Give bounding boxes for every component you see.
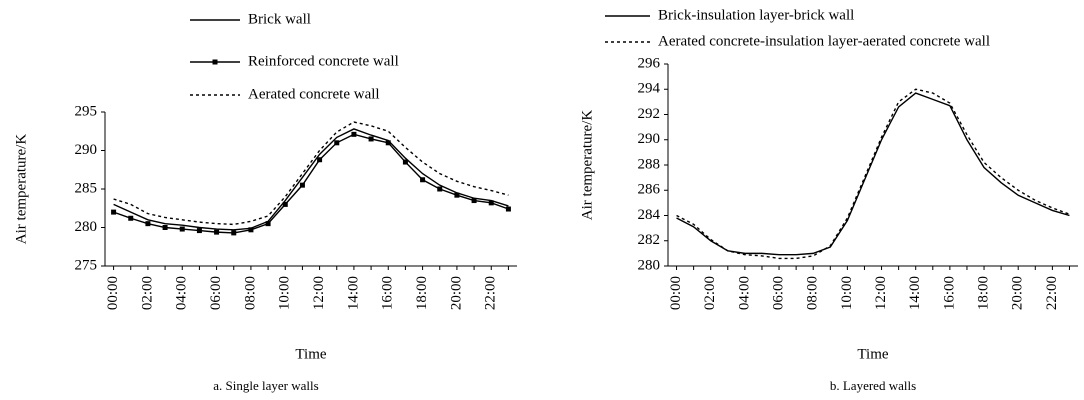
- marker: [162, 225, 168, 230]
- x-tick-label: 18:00: [975, 276, 991, 310]
- x-tick-label: 16:00: [380, 276, 396, 310]
- x-tick-label: 06:00: [770, 276, 786, 310]
- marker: [179, 226, 185, 232]
- x-tick-label: 22:00: [483, 276, 499, 310]
- y-tick-label: 284: [638, 207, 661, 223]
- legend-label: Brick-insulation layer-brick wall: [658, 7, 854, 23]
- marker: [231, 230, 237, 236]
- y-tick-label: 282: [638, 232, 661, 248]
- marker: [488, 200, 494, 206]
- x-tick-label: 00:00: [668, 276, 684, 310]
- x-tick-label: 00:00: [105, 276, 121, 310]
- x-tick-label: 16:00: [941, 276, 957, 310]
- marker: [420, 177, 426, 183]
- y-tick-label: 295: [75, 103, 98, 119]
- x-tick-label: 18:00: [414, 276, 430, 310]
- legend-label: Brick wall: [248, 11, 311, 27]
- x-axis-title: Time: [295, 346, 326, 362]
- marker: [111, 209, 117, 215]
- x-tick-label: 12:00: [311, 276, 327, 310]
- x-tick-label: 06:00: [208, 276, 224, 310]
- y-tick-label: 290: [638, 131, 661, 147]
- series-line: [113, 121, 509, 226]
- y-tick-label: 296: [638, 55, 661, 71]
- x-tick-label: 14:00: [345, 276, 361, 310]
- x-tick-label: 04:00: [174, 276, 190, 310]
- x-tick-label: 02:00: [702, 276, 718, 310]
- caption: b. Layered walls: [830, 378, 916, 393]
- y-tick-label: 275: [75, 257, 98, 273]
- x-tick-label: 20:00: [448, 276, 464, 310]
- x-tick-label: 22:00: [1044, 276, 1060, 310]
- x-tick-label: 08:00: [805, 276, 821, 310]
- marker: [282, 201, 288, 207]
- marker: [334, 140, 340, 146]
- y-tick-label: 286: [638, 182, 661, 198]
- marker: [505, 206, 511, 212]
- marker: [145, 221, 151, 227]
- series-line: [113, 128, 509, 231]
- marker: [402, 159, 408, 165]
- series-line: [676, 92, 1070, 256]
- marker: [385, 140, 391, 146]
- marker: [214, 229, 220, 235]
- y-tick-label: 280: [638, 257, 661, 273]
- x-tick-label: 10:00: [839, 276, 855, 310]
- series-line: [676, 88, 1070, 260]
- x-tick-label: 08:00: [242, 276, 258, 310]
- marker: [437, 186, 443, 192]
- y-tick-label: 285: [75, 180, 98, 196]
- x-tick-label: 02:00: [139, 276, 155, 310]
- marker: [317, 157, 323, 163]
- legend-label: Aerated concrete wall: [248, 86, 380, 102]
- marker: [265, 221, 271, 227]
- caption: a. Single layer walls: [213, 378, 318, 393]
- legend-label: Reinforced concrete wall: [248, 53, 399, 69]
- x-tick-label: 10:00: [277, 276, 293, 310]
- y-tick-label: 294: [638, 81, 661, 97]
- x-tick-label: 14:00: [907, 276, 923, 310]
- marker: [128, 215, 134, 221]
- x-tick-label: 20:00: [1010, 276, 1026, 310]
- y-axis-title: Air temperature/K: [13, 134, 29, 245]
- marker: [196, 228, 202, 234]
- marker: [471, 198, 477, 204]
- marker: [454, 192, 460, 198]
- x-axis-title: Time: [857, 346, 888, 362]
- marker: [248, 227, 254, 233]
- series-line: [113, 133, 509, 234]
- y-axis-title: Air temperature/K: [579, 110, 595, 221]
- y-tick-label: 288: [638, 156, 661, 172]
- marker: [299, 182, 305, 188]
- marker: [351, 131, 357, 137]
- marker: [368, 136, 374, 142]
- x-tick-label: 12:00: [873, 276, 889, 310]
- y-tick-label: 292: [638, 106, 661, 122]
- legend-marker: [212, 59, 218, 65]
- legend-label: Aerated concrete-insulation layer-aerate…: [658, 33, 990, 49]
- x-tick-label: 04:00: [736, 276, 752, 310]
- y-tick-label: 290: [75, 142, 98, 158]
- y-tick-label: 280: [75, 219, 98, 235]
